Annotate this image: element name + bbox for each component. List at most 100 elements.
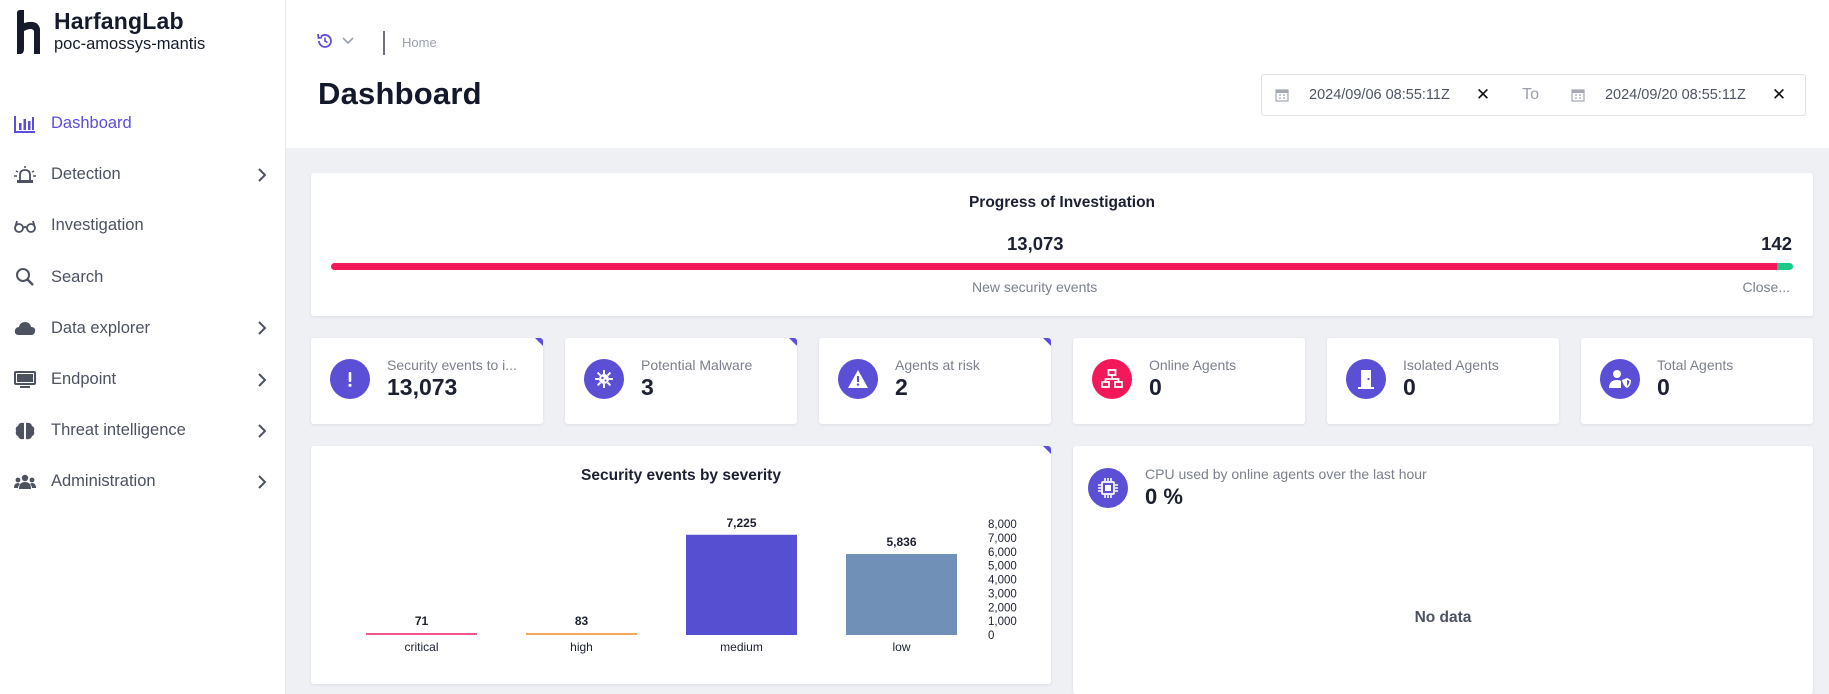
empty-state-text: No data (1414, 609, 1472, 626)
brand-name: HarfangLab (54, 8, 184, 34)
sidebar-item-detection[interactable]: Detection (0, 149, 285, 200)
sidebar-item-investigation[interactable]: Investigation (0, 200, 285, 251)
closed-events-label: Close... (1742, 279, 1790, 295)
stat-card-agents-at-risk[interactable]: Agents at risk 2 (819, 338, 1051, 424)
stat-card-isolated-agents[interactable]: Isolated Agents 0 (1327, 338, 1559, 424)
chart-ytick-label: 1,000 (988, 616, 1017, 628)
stat-card-online-agents[interactable]: Online Agents 0 (1073, 338, 1305, 424)
chart-ytick-label: 0 (988, 630, 994, 642)
breadcrumb[interactable]: Home (402, 35, 437, 50)
stat-value: 3 (641, 374, 654, 400)
chart-category-label: critical (404, 640, 438, 654)
clear-from-button[interactable]: ✕ (1475, 85, 1491, 104)
card-corner-marker (789, 338, 797, 346)
chevron-right-icon (258, 321, 267, 336)
card-corner-marker (535, 338, 543, 346)
new-events-count: 13,073 (1007, 233, 1064, 254)
progress-segment-new[interactable] (331, 263, 1778, 270)
sidebar-item-search[interactable]: Search (0, 252, 285, 303)
history-dropdown[interactable] (316, 32, 354, 50)
date-range-separator: To (1522, 86, 1539, 103)
virus-icon (584, 359, 624, 399)
chart-value-label: 71 (415, 614, 429, 628)
closed-events-count: 142 (1761, 233, 1792, 254)
sidebar-item-endpoint[interactable]: Endpoint (0, 354, 285, 405)
search-icon (13, 265, 37, 289)
harfanglab-logo (17, 10, 40, 54)
glasses-icon (13, 214, 37, 238)
calendar-icon (1571, 89, 1585, 102)
chart-ytick-label: 5,000 (988, 561, 1017, 573)
stat-card-total-agents[interactable]: Total Agents 0 (1581, 338, 1813, 424)
progress-segment-closed[interactable] (1777, 263, 1793, 270)
stat-card-security-events[interactable]: Security events to i... 13,073 (311, 338, 543, 424)
stat-value: 0 (1657, 374, 1670, 400)
date-to-field[interactable]: 2024/09/20 08:55:11Z (1604, 87, 1746, 103)
stat-card-potential-malware[interactable]: Potential Malware 3 (565, 338, 797, 424)
date-range-picker[interactable]: 2024/09/06 08:55:11Z ✕ To 2024/09/20 08:… (1261, 74, 1806, 116)
chevron-right-icon (258, 372, 267, 387)
stat-label: Total Agents (1657, 357, 1734, 373)
chevron-right-icon (258, 168, 267, 182)
sidebar-item-label: Endpoint (51, 370, 117, 389)
chart-ytick-label: 3,000 (988, 588, 1017, 600)
sidebar-item-data-explorer[interactable]: Data explorer (0, 303, 285, 354)
stat-value: 0 (1403, 374, 1416, 400)
chart-bar-medium[interactable] (686, 534, 797, 635)
card-corner-marker (1043, 446, 1051, 454)
calendar-icon (1275, 89, 1289, 102)
chart-value-label: 5,836 (886, 535, 916, 549)
stat-label: Potential Malware (641, 357, 753, 373)
tenant-name: poc-amossys-mantis (54, 35, 206, 53)
cloud-icon (13, 316, 37, 340)
card-title: Progress of Investigation (968, 194, 1156, 211)
cpu-usage-card: CPU used by online agents over the last … (1073, 446, 1813, 694)
chart-value-label: 83 (575, 614, 589, 628)
date-from-field[interactable]: 2024/09/06 08:55:11Z (1309, 87, 1450, 103)
sidebar-item-dashboard[interactable]: Dashboard (0, 98, 285, 149)
network-icon (1092, 359, 1132, 399)
sidebar-item-label: Investigation (51, 216, 144, 235)
severity-bar-chart[interactable]: 71 critical 83 high 7,225 medium 5,836 low 0 1,00… (311, 446, 1051, 684)
page-title: Dashboard (318, 76, 482, 111)
stat-label: Agents at risk (895, 357, 980, 373)
sidebar: HarfangLab poc-amossys-mantis Dashboard … (0, 0, 286, 694)
breadcrumb-divider (383, 31, 385, 55)
stat-label: Isolated Agents (1403, 357, 1499, 373)
brain-icon (13, 419, 37, 443)
sidebar-item-label: Dashboard (51, 114, 132, 133)
stat-label: Security events to i... (387, 357, 517, 373)
cpu-label: CPU used by online agents over the last … (1145, 466, 1427, 482)
chevron-down-icon (342, 37, 354, 45)
severity-chart-card: Security events by severity 71 critical 83… (311, 446, 1051, 684)
clear-to-button[interactable]: ✕ (1771, 85, 1787, 104)
chart-ytick-label: 2,000 (988, 602, 1017, 614)
monitor-icon (13, 368, 37, 392)
sidebar-item-label: Detection (51, 165, 121, 184)
new-events-label: New security events (972, 279, 1098, 295)
warning-icon (838, 359, 878, 399)
stat-value: 0 (1149, 374, 1162, 400)
cpu-chip-icon (1088, 468, 1128, 508)
chevron-right-icon (258, 424, 267, 438)
sidebar-item-administration[interactable]: Administration (0, 456, 285, 507)
progress-bar[interactable] (331, 263, 1793, 270)
door-icon (1346, 359, 1386, 399)
chart-bar-high[interactable] (526, 633, 637, 635)
stat-value: 2 (895, 374, 908, 400)
page-header: Home Dashboard 2024/09/06 08:55:11Z ✕ To… (286, 0, 1829, 148)
chart-ytick-label: 4,000 (988, 575, 1017, 587)
chart-bar-critical[interactable] (366, 633, 477, 635)
sidebar-item-label: Data explorer (51, 318, 151, 337)
chevron-right-icon (258, 475, 267, 489)
stat-label: Online Agents (1149, 357, 1237, 373)
card-corner-marker (1043, 338, 1051, 346)
sidebar-item-threat-intelligence[interactable]: Threat intelligence (0, 405, 285, 456)
chart-bar-low[interactable] (846, 554, 957, 635)
chart-ytick-label: 6,000 (988, 547, 1017, 559)
sidebar-item-label: Threat intelligence (51, 421, 186, 440)
brand[interactable]: HarfangLab poc-amossys-mantis (14, 8, 205, 56)
investigation-progress-card: Progress of Investigation 13,073 142 New… (311, 173, 1813, 316)
exclamation-icon (330, 359, 370, 399)
user-shield-icon (1600, 359, 1640, 399)
